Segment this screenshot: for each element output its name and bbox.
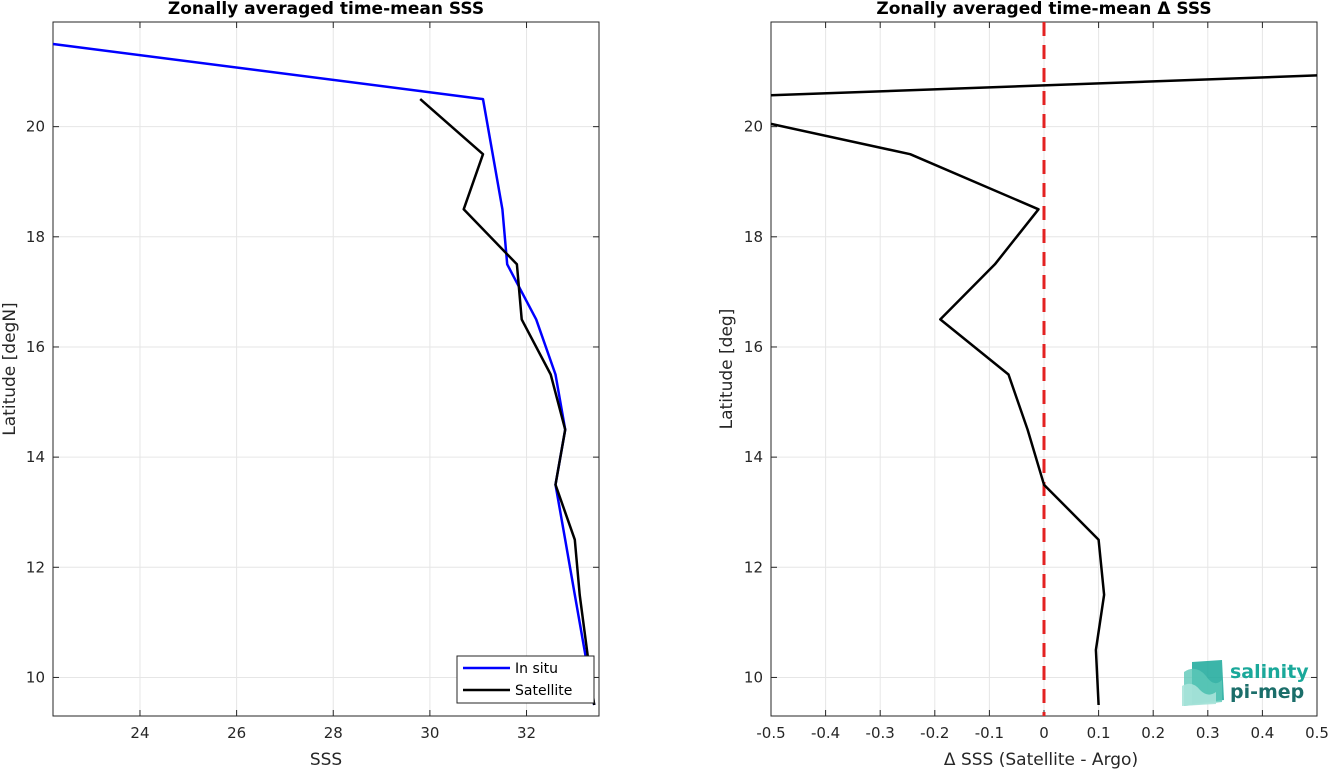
- delta-sss-y-tick-label: 12: [744, 558, 763, 576]
- sss-y-tick-label: 20: [26, 118, 45, 136]
- delta-sss-x-tick-label: 0.5: [1305, 724, 1329, 742]
- logo-wave-icon: [1182, 660, 1224, 706]
- delta-sss-line-series-1: [770, 122, 1106, 706]
- legend-label-in-situ: In situ: [515, 661, 558, 677]
- delta-sss-x-tick-label: 0: [1039, 724, 1049, 742]
- sss-x-tick-label: 32: [517, 724, 536, 742]
- logo-text-salinity: salinity: [1230, 661, 1309, 683]
- legend-label-satellite: Satellite: [515, 683, 572, 699]
- delta-sss-x-tick-label: -0.3: [866, 724, 895, 742]
- delta-sss-ticks: -0.5 -0.4 -0.3 -0.2 -0.1 0 0.1 0.2 0.3 0.4 0.5 10 12…: [744, 22, 1329, 742]
- sss-ticks: 24 26 28 30 32 10 12 14 16 18 20: [26, 22, 599, 742]
- sss-y-tick-label: 14: [26, 448, 45, 466]
- delta-sss-y-tick-label: 16: [744, 338, 763, 356]
- legend-box: [456, 655, 595, 704]
- delta-sss-series: [770, 22, 1318, 716]
- legend: In situ Satellite: [456, 655, 595, 704]
- delta-sss-x-axis-label: Δ SSS (Satellite - Argo): [944, 750, 1138, 770]
- sss-y-tick-label: 12: [26, 558, 45, 576]
- salinity-pi-mep-logo: salinity pi-mep: [1182, 660, 1309, 706]
- delta-sss-line-series-0: [770, 74, 1318, 97]
- sss-x-tick-label: 28: [324, 724, 343, 742]
- delta-sss-x-tick-label: -0.5: [756, 724, 785, 742]
- delta-sss-x-tick-label: 0.2: [1141, 724, 1165, 742]
- sss-series: [52, 42, 596, 706]
- delta-sss-x-tick-label: -0.2: [920, 724, 949, 742]
- delta-sss-panel-title: Zonally averaged time-mean Δ SSS: [876, 0, 1211, 19]
- sss-y-tick-label: 10: [26, 668, 45, 686]
- sss-panel: Zonally averaged time-mean SSS 24 26 28 30 3…: [0, 0, 600, 770]
- sss-x-axis-label: SSS: [310, 750, 342, 770]
- logo-text-pi-mep: pi-mep: [1230, 681, 1304, 703]
- delta-sss-y-tick-label: 14: [744, 448, 763, 466]
- delta-sss-x-tick-label: -0.1: [975, 724, 1004, 742]
- delta-sss-x-tick-label: 0.1: [1087, 724, 1111, 742]
- sss-x-tick-label: 24: [130, 724, 149, 742]
- delta-sss-y-tick-label: 10: [744, 668, 763, 686]
- sss-x-tick-label: 26: [227, 724, 246, 742]
- delta-sss-x-tick-label: -0.4: [811, 724, 840, 742]
- sss-x-tick-label: 30: [420, 724, 439, 742]
- sss-y-tick-label: 16: [26, 338, 45, 356]
- sss-y-tick-label: 18: [26, 228, 45, 246]
- delta-sss-y-axis-label: Latitude [deg]: [717, 309, 737, 430]
- sss-panel-title: Zonally averaged time-mean SSS: [168, 0, 484, 19]
- delta-sss-x-tick-label: 0.3: [1196, 724, 1220, 742]
- sss-y-axis-label: Latitude [degN]: [0, 302, 20, 435]
- sss-axes-box: [52, 21, 600, 717]
- delta-sss-x-tick-label: 0.4: [1250, 724, 1274, 742]
- sss-line-satellite: [419, 98, 596, 706]
- delta-sss-y-tick-label: 18: [744, 228, 763, 246]
- sss-line-in-situ: [52, 42, 596, 706]
- delta-sss-panel: Zonally averaged time-mean Δ SSS -0.5 -0.…: [717, 0, 1329, 770]
- sss-grid: [53, 22, 599, 716]
- delta-sss-y-tick-label: 20: [744, 118, 763, 136]
